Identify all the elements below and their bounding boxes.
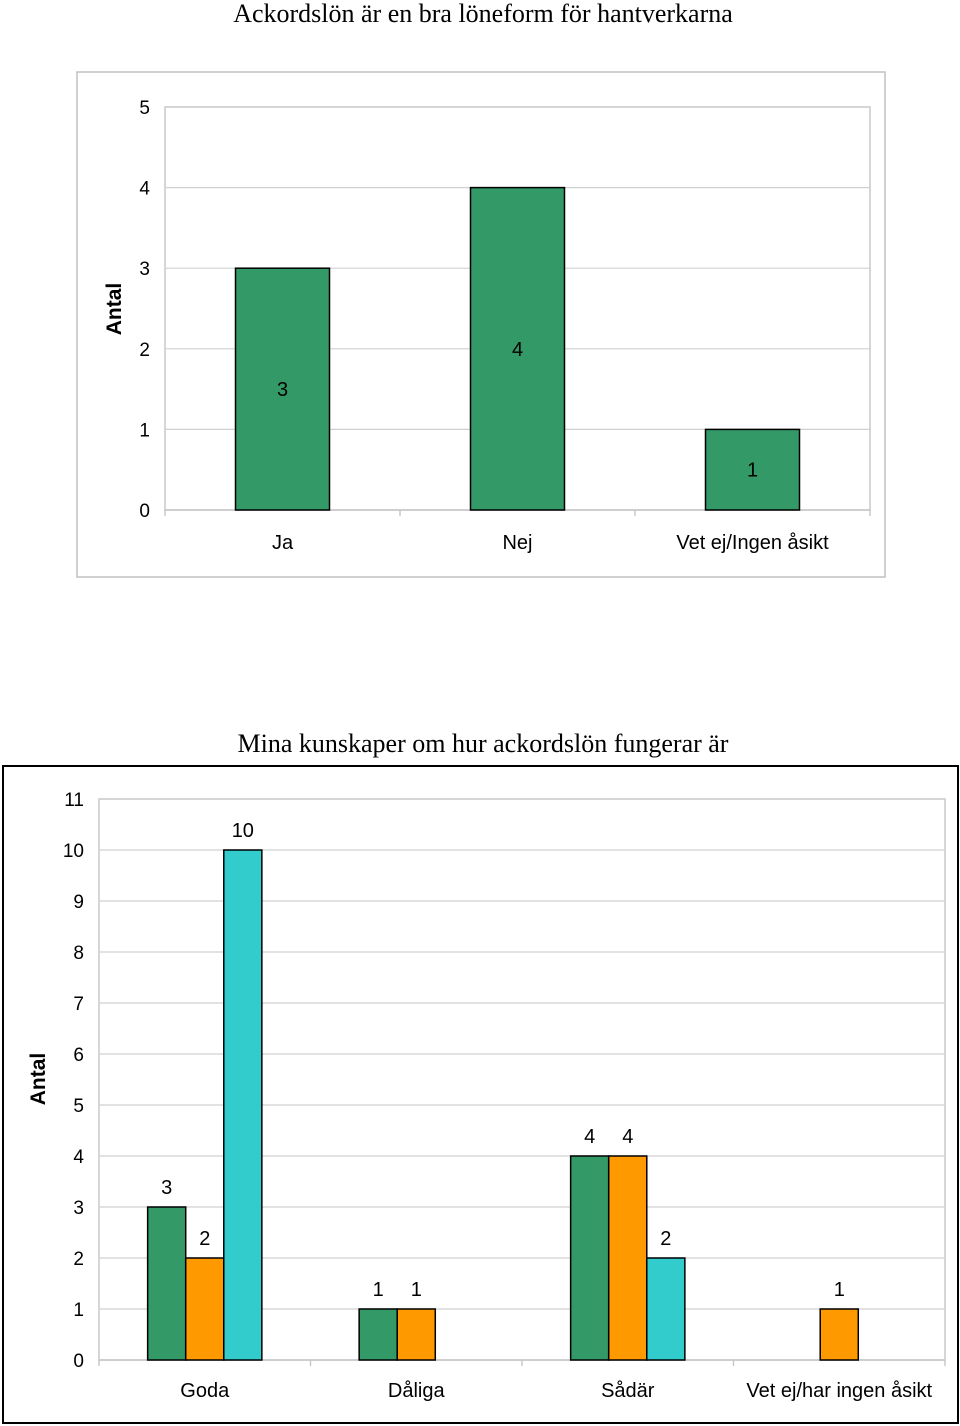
category-label: Vet ej/har ingen åsikt — [746, 1380, 932, 1402]
chart-1-bars — [234, 186, 801, 511]
bar — [184, 1257, 225, 1361]
data-label: 1 — [411, 1279, 422, 1301]
y-tick-label: 4 — [139, 179, 150, 200]
chart-2-y-axis-label: Antal — [27, 1053, 50, 1106]
category-label: Vet ej/Ingen åsikt — [676, 532, 829, 554]
bar — [358, 1308, 398, 1361]
chart-1: Ackordslön är en bra löneform för hantve… — [76, 0, 886, 578]
data-label: 10 — [232, 820, 254, 842]
category-label: Dåliga — [388, 1380, 446, 1402]
data-label: 4 — [622, 1126, 633, 1148]
chart-2-title: Mina kunskaper om hur ackordslön fungera… — [238, 729, 729, 758]
y-tick-label: 1 — [73, 1300, 84, 1321]
y-tick-label: 2 — [139, 340, 150, 361]
chart-2-bars — [146, 849, 860, 1361]
y-tick-label: 3 — [139, 259, 150, 280]
bar — [234, 267, 331, 511]
y-tick-label: 3 — [73, 1198, 84, 1219]
category-label: Sådär — [601, 1380, 655, 1402]
y-tick-label: 0 — [139, 501, 150, 522]
bar — [704, 428, 801, 511]
bar — [646, 1257, 686, 1361]
y-tick-label: 5 — [139, 98, 150, 119]
data-label: 4 — [584, 1126, 595, 1148]
chart-2-category-labels: Goda Dåliga Sådär Vet ej/har ingen åsikt — [180, 1380, 932, 1402]
data-label: 1 — [373, 1279, 384, 1301]
y-tick-label: 6 — [73, 1045, 84, 1066]
data-label: 2 — [660, 1228, 671, 1250]
y-tick-label: 9 — [73, 892, 84, 913]
y-tick-label: 4 — [73, 1147, 84, 1168]
bar — [469, 186, 566, 511]
data-label: 4 — [512, 339, 523, 361]
bar — [223, 849, 263, 1361]
y-tick-label: 0 — [73, 1351, 84, 1372]
chart-1-category-labels: Ja Nej Vet ej/Ingen åsikt — [272, 532, 829, 554]
chart-2: Mina kunskaper om hur ackordslön fungera… — [2, 729, 959, 1424]
y-tick-label: 11 — [64, 790, 84, 811]
y-tick-label: 7 — [73, 994, 84, 1015]
category-label: Ja — [272, 532, 294, 554]
data-label: 1 — [834, 1279, 845, 1301]
y-tick-label: 10 — [63, 841, 84, 862]
data-label: 1 — [747, 460, 758, 482]
chart-1-data-labels: 3 4 1 — [277, 339, 758, 482]
bar — [569, 1155, 610, 1361]
chart-1-y-axis-label: Antal — [103, 283, 126, 336]
chart-1-title: Ackordslön är en bra löneform för hantve… — [233, 0, 733, 28]
y-tick-label: 5 — [73, 1096, 84, 1117]
bar — [396, 1308, 437, 1361]
bar — [607, 1155, 648, 1361]
y-tick-label: 2 — [73, 1249, 84, 1270]
data-label: 3 — [161, 1177, 172, 1199]
y-tick-label: 1 — [139, 420, 150, 441]
category-label: Goda — [180, 1380, 230, 1402]
chart-1-y-ticks: 0 1 2 3 4 5 — [139, 98, 150, 522]
bar — [146, 1206, 187, 1361]
bar — [819, 1308, 860, 1361]
category-label: Nej — [502, 532, 532, 554]
chart-2-y-ticks: 0 1 2 3 4 5 6 7 8 9 10 11 — [63, 790, 85, 1372]
y-tick-label: 8 — [73, 943, 84, 964]
data-label: 2 — [199, 1228, 210, 1250]
chart-2-data-labels: 3 2 10 1 1 4 4 2 1 — [161, 820, 845, 1301]
data-label: 3 — [277, 379, 288, 401]
